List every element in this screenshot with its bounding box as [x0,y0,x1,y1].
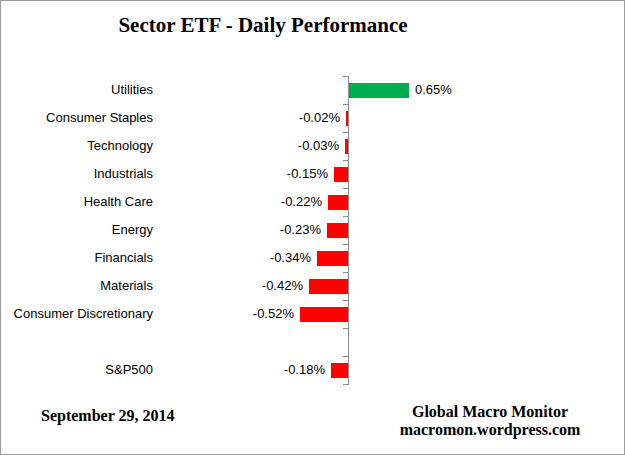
category-label: Technology [1,132,153,160]
bar-negative [334,167,348,182]
bar-positive [349,83,409,98]
axis-tick [343,300,348,301]
bar-negative [309,279,348,294]
category-label: Utilities [1,76,153,104]
value-label: -0.18% [284,356,325,384]
value-label: -0.03% [298,132,339,160]
axis-tick [343,188,348,189]
chart-window: Sector ETF - Daily Performance Utilities… [0,0,625,455]
category-label: Financials [1,244,153,272]
bar-negative [328,195,348,210]
value-label: -0.34% [270,244,311,272]
category-label: Consumer Staples [1,104,153,132]
category-label: Industrials [1,160,153,188]
value-label: 0.65% [415,76,452,104]
category-label: S&P500 [1,356,153,384]
bar-negative [346,111,348,126]
value-label: -0.22% [281,188,322,216]
category-label: Materials [1,272,153,300]
axis-tick [343,356,348,357]
y-axis-line [348,76,349,385]
footer-source-name: Global Macro Monitor [390,403,590,421]
value-label: -0.15% [287,160,328,188]
axis-tick [343,160,348,161]
axis-tick [343,76,348,77]
bar-negative [300,307,348,322]
axis-tick [343,328,348,329]
bar-negative [327,223,348,238]
bar-negative [317,251,348,266]
chart-area: Utilities 0.65% Consumer Staples -0.02% Tech… [1,76,625,385]
axis-tick [343,132,348,133]
footer-source-url: macromon.wordpress.com [390,421,590,439]
axis-tick [343,104,348,105]
category-label: Consumer Discretionary [1,300,153,328]
chart-title: Sector ETF - Daily Performance [1,13,525,38]
category-label: Energy [1,216,153,244]
footer-date: September 29, 2014 [41,407,174,425]
value-label: -0.02% [299,104,340,132]
value-label: -0.23% [280,216,321,244]
axis-tick [343,244,348,245]
value-label: -0.52% [253,300,294,328]
axis-tick [343,384,348,385]
category-label: Health Care [1,188,153,216]
bar-negative [331,363,348,378]
footer-source: Global Macro Monitor macromon.wordpress.… [390,403,590,439]
bar-negative [345,139,348,154]
value-label: -0.42% [262,272,303,300]
axis-tick [343,272,348,273]
axis-tick [343,216,348,217]
